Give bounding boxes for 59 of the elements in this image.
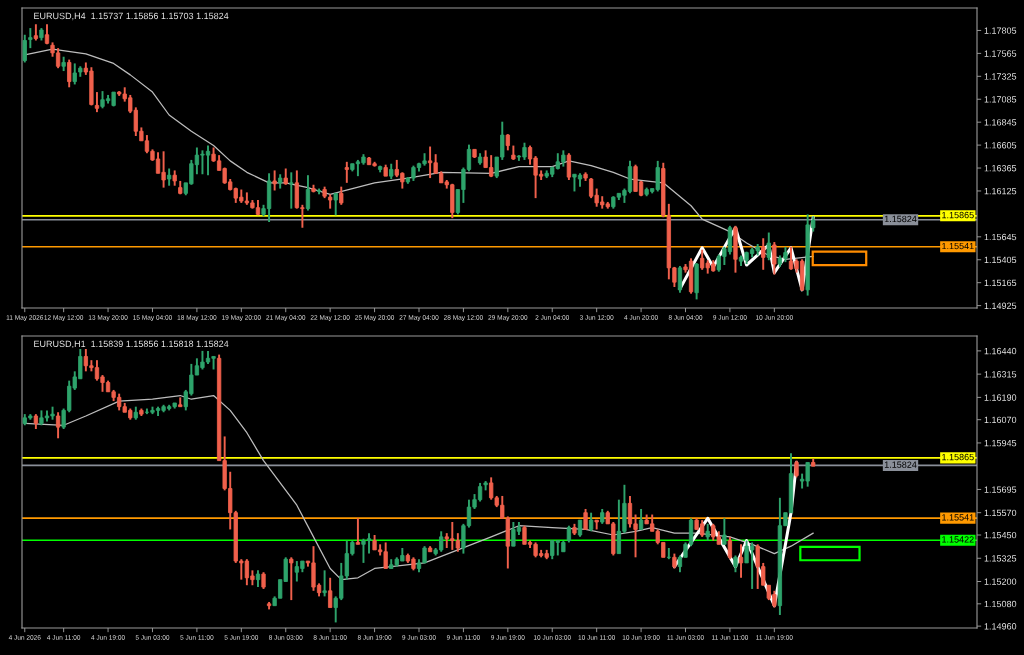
ref-line-label: 1.15824 (884, 461, 917, 468)
y-tick-label: 1.15570 (984, 509, 1017, 517)
candlestick (344, 160, 349, 184)
ref-line-label: 1.15422 (942, 536, 974, 543)
y-tick-label: 1.16315 (984, 371, 1017, 378)
candlestick (305, 174, 311, 212)
candlestick (289, 171, 294, 210)
ref-line-label: 1.15865 (942, 211, 974, 219)
ref-line-label: 1.15824 (884, 215, 917, 223)
candlestick (339, 185, 344, 206)
y-tick-label: 1.14960 (984, 623, 1017, 630)
chart-title: EURUSD,H4 1.15737 1.15856 1.15703 1.15824 (34, 12, 229, 21)
candlestick (55, 411, 61, 440)
ref-line-label: 1.15541 (942, 514, 974, 521)
candlestick (289, 556, 294, 602)
y-tick-label: 1.15200 (984, 578, 1017, 585)
candlestick (328, 576, 333, 609)
y-tick-label: 1.15450 (984, 531, 1017, 539)
y-tick-label: 1.17085 (984, 96, 1017, 103)
candlestick (566, 152, 572, 181)
y-tick-label: 1.16605 (984, 142, 1017, 149)
chart-title: EURUSD,H1 1.15839 1.15856 1.15818 1.15824 (34, 340, 229, 349)
candlestick (761, 237, 766, 271)
y-tick-label: 1.15645 (984, 233, 1017, 241)
ref-line-label: 1.15541 (942, 242, 974, 250)
candlestick (677, 264, 683, 294)
candlestick (583, 508, 588, 531)
candlestick (738, 543, 744, 579)
y-tick-label: 1.16440 (984, 347, 1017, 355)
candlestick (22, 33, 27, 64)
y-tick-label: 1.17565 (984, 50, 1017, 57)
candlestick (67, 58, 72, 89)
y-tick-label: 1.16190 (984, 394, 1017, 401)
candlestick (766, 231, 771, 262)
candlestick (772, 241, 777, 276)
candlestick (727, 535, 733, 561)
y-tick-label: 1.17805 (984, 27, 1017, 34)
y-tick-label: 1.15695 (984, 486, 1017, 493)
candlestick (272, 169, 277, 192)
y-tick-label: 1.16125 (984, 187, 1017, 195)
candlestick (722, 517, 727, 546)
y-tick-label: 1.14925 (984, 302, 1017, 309)
y-tick-label: 1.15405 (984, 256, 1017, 264)
y-tick-label: 1.15080 (984, 600, 1017, 608)
candlestick (638, 508, 644, 531)
candlestick (355, 517, 361, 546)
y-tick-label: 1.16845 (984, 119, 1017, 126)
candlestick (333, 192, 338, 217)
candlestick (322, 569, 327, 598)
y-tick-label: 1.17325 (984, 73, 1017, 80)
y-tick-label: 1.15325 (984, 555, 1017, 562)
candlestick (28, 27, 33, 50)
y-tick-label: 1.15165 (984, 279, 1017, 287)
candlestick (94, 91, 100, 114)
ref-line-label: 1.15865 (942, 453, 974, 461)
y-tick-label: 1.15945 (984, 439, 1017, 447)
y-tick-label: 1.16365 (984, 165, 1017, 172)
candlestick (588, 511, 594, 533)
y-tick-label: 1.16070 (984, 416, 1017, 424)
